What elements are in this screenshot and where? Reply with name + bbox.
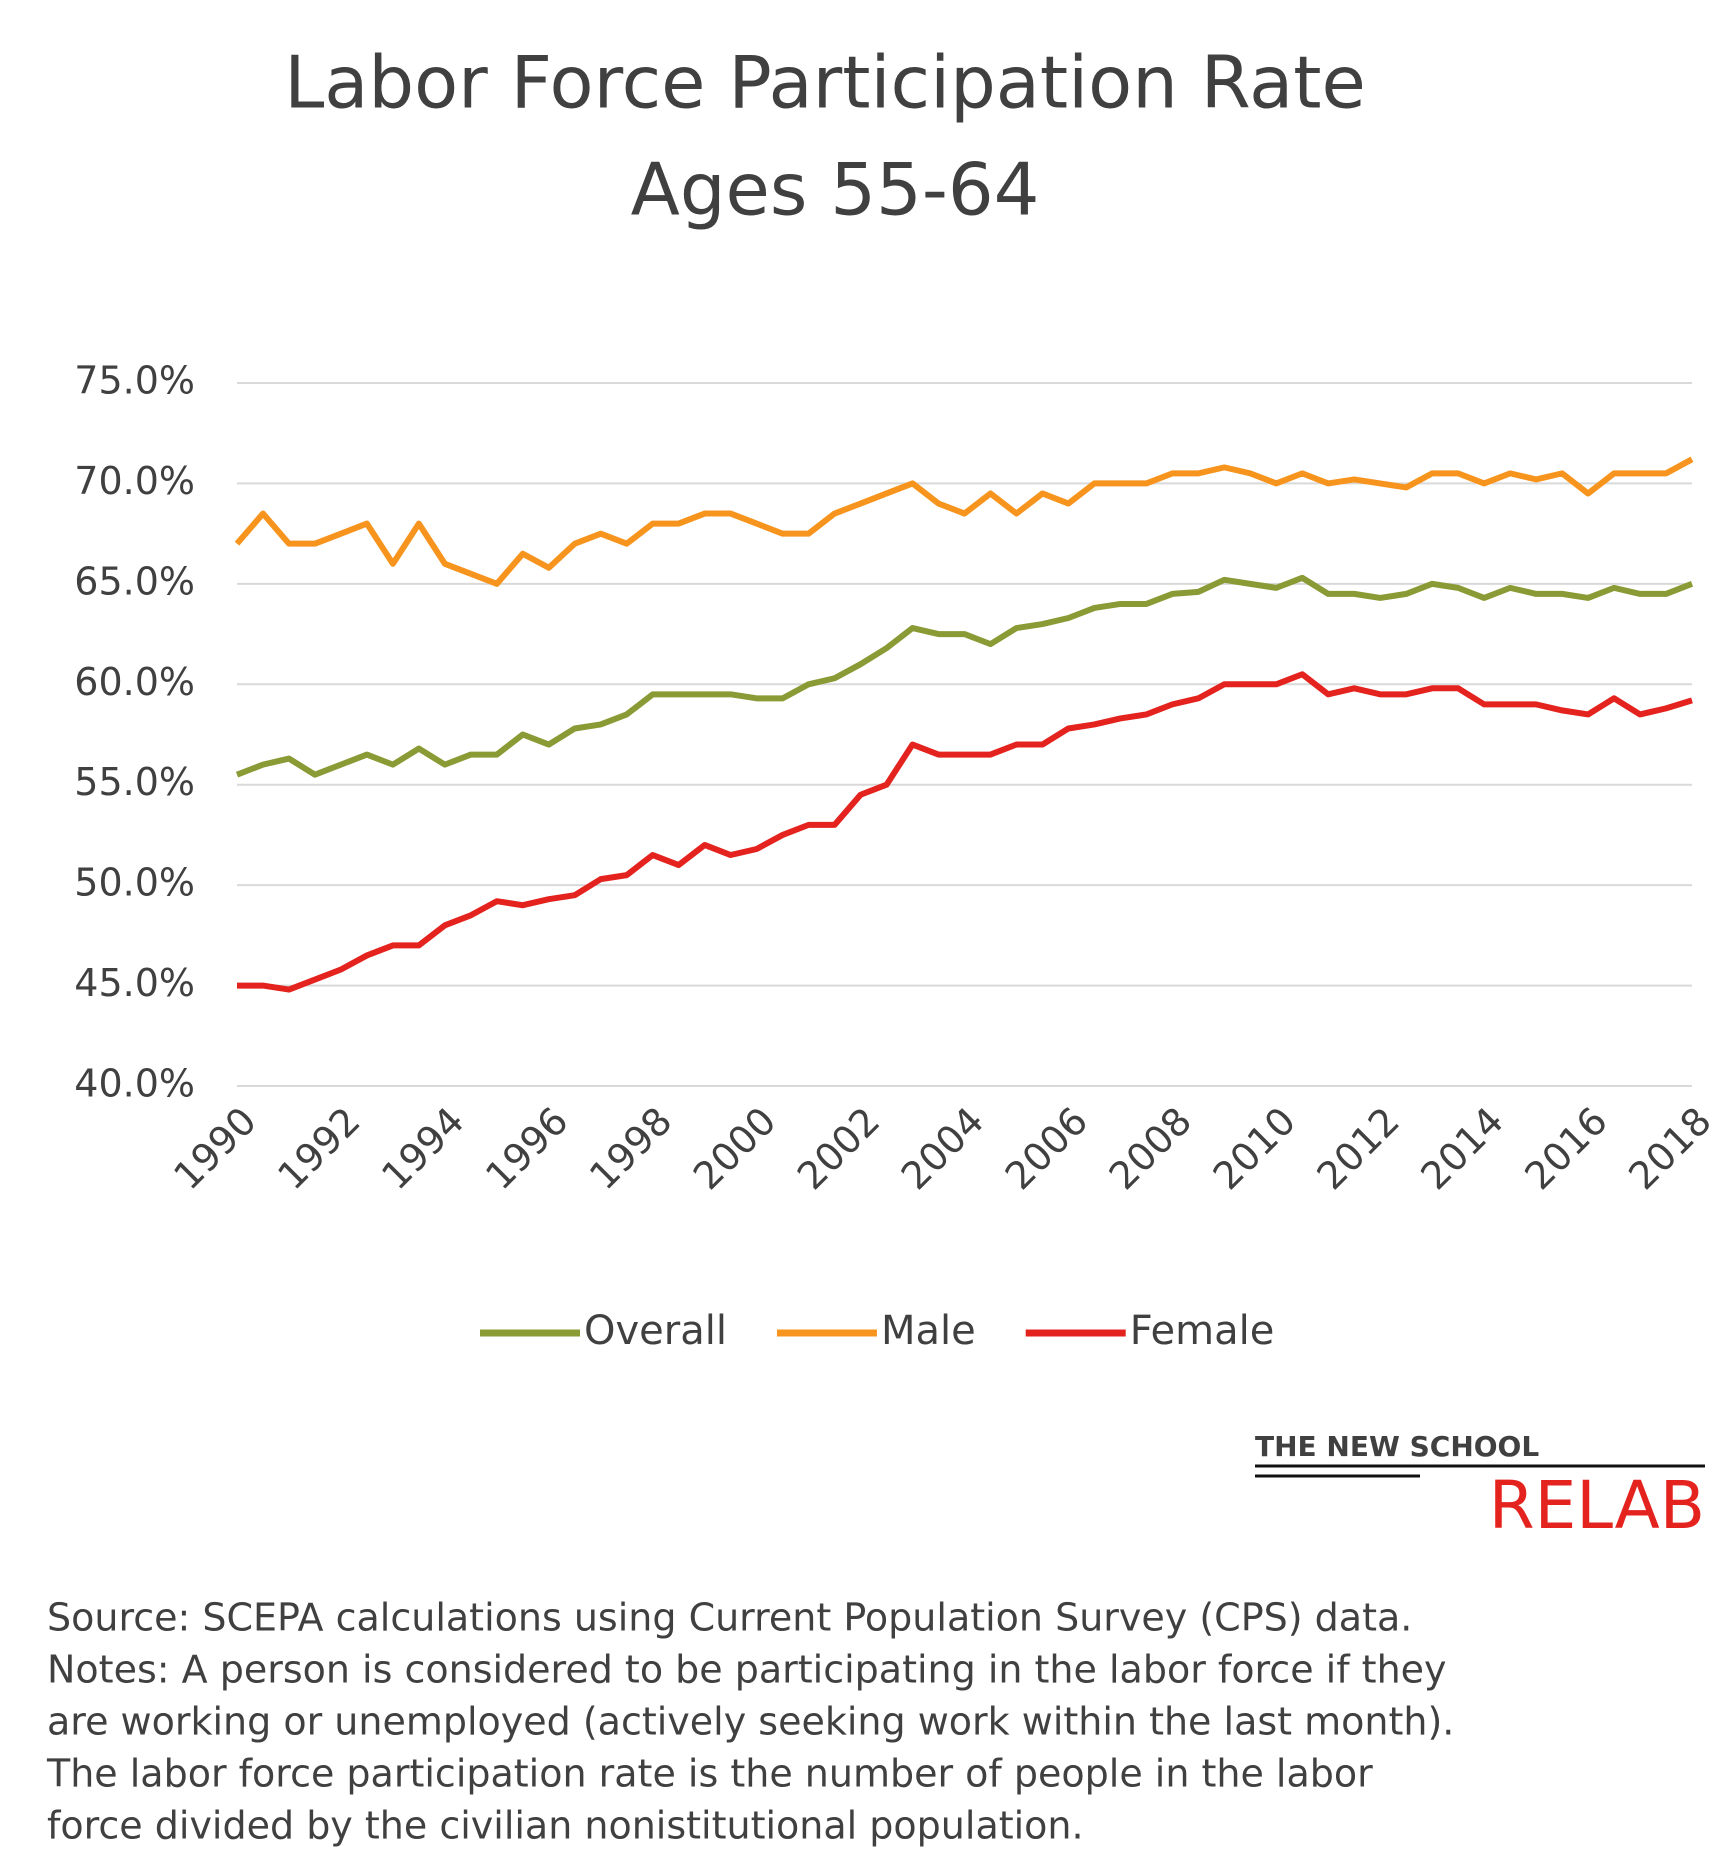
note: are working or unemployed (actively seek… — [47, 1700, 1454, 1744]
x-tick-label: 2000 — [685, 1099, 785, 1199]
note: force divided by the civilian nonistitut… — [47, 1804, 1084, 1848]
x-tick-label: 2006 — [997, 1099, 1097, 1199]
y-tick-label: 55.0% — [74, 760, 195, 804]
y-tick-label: 60.0% — [74, 660, 195, 704]
y-tick-label: 45.0% — [74, 961, 195, 1005]
y-tick-label: 75.0% — [74, 359, 195, 403]
x-tick-label: 2016 — [1516, 1099, 1616, 1199]
series-line — [237, 671, 1693, 993]
x-tick-label: 2010 — [1205, 1099, 1305, 1199]
legend-label: Female — [1130, 1308, 1275, 1354]
chart-title: Ages 55-64 — [631, 148, 1040, 232]
x-tick-label: 1992 — [269, 1099, 369, 1199]
y-tick-label: 65.0% — [74, 559, 195, 603]
x-tick-label: 2002 — [789, 1099, 889, 1199]
x-tick-label: 2008 — [1101, 1099, 1201, 1199]
y-tick-label: 70.0% — [74, 459, 195, 503]
series-line — [234, 456, 1694, 587]
x-tick-label: 2018 — [1620, 1099, 1720, 1199]
x-tick-label: 2004 — [893, 1099, 993, 1199]
legend-label: Overall — [584, 1308, 727, 1354]
note: The labor force participation rate is th… — [46, 1752, 1373, 1796]
logo-text: THE NEW SCHOOL — [1255, 1430, 1539, 1463]
logo-text: RELAB — [1489, 1467, 1705, 1544]
y-tick-label: 50.0% — [74, 861, 195, 905]
note: Source: SCEPA calculations using Current… — [47, 1596, 1412, 1640]
legend-label: Male — [881, 1308, 976, 1354]
x-tick-label: 2012 — [1308, 1099, 1408, 1199]
x-tick-label: 1998 — [581, 1099, 681, 1199]
y-tick-label: 40.0% — [74, 1062, 195, 1106]
note: Notes: A person is considered to be part… — [47, 1648, 1447, 1692]
x-tick-label: 1994 — [373, 1099, 473, 1199]
chart-title: Labor Force Participation Rate — [284, 41, 1366, 125]
series-line — [235, 574, 1694, 778]
x-tick-label: 1990 — [165, 1099, 265, 1199]
x-tick-label: 1996 — [477, 1099, 577, 1199]
x-tick-label: 2014 — [1412, 1099, 1512, 1199]
